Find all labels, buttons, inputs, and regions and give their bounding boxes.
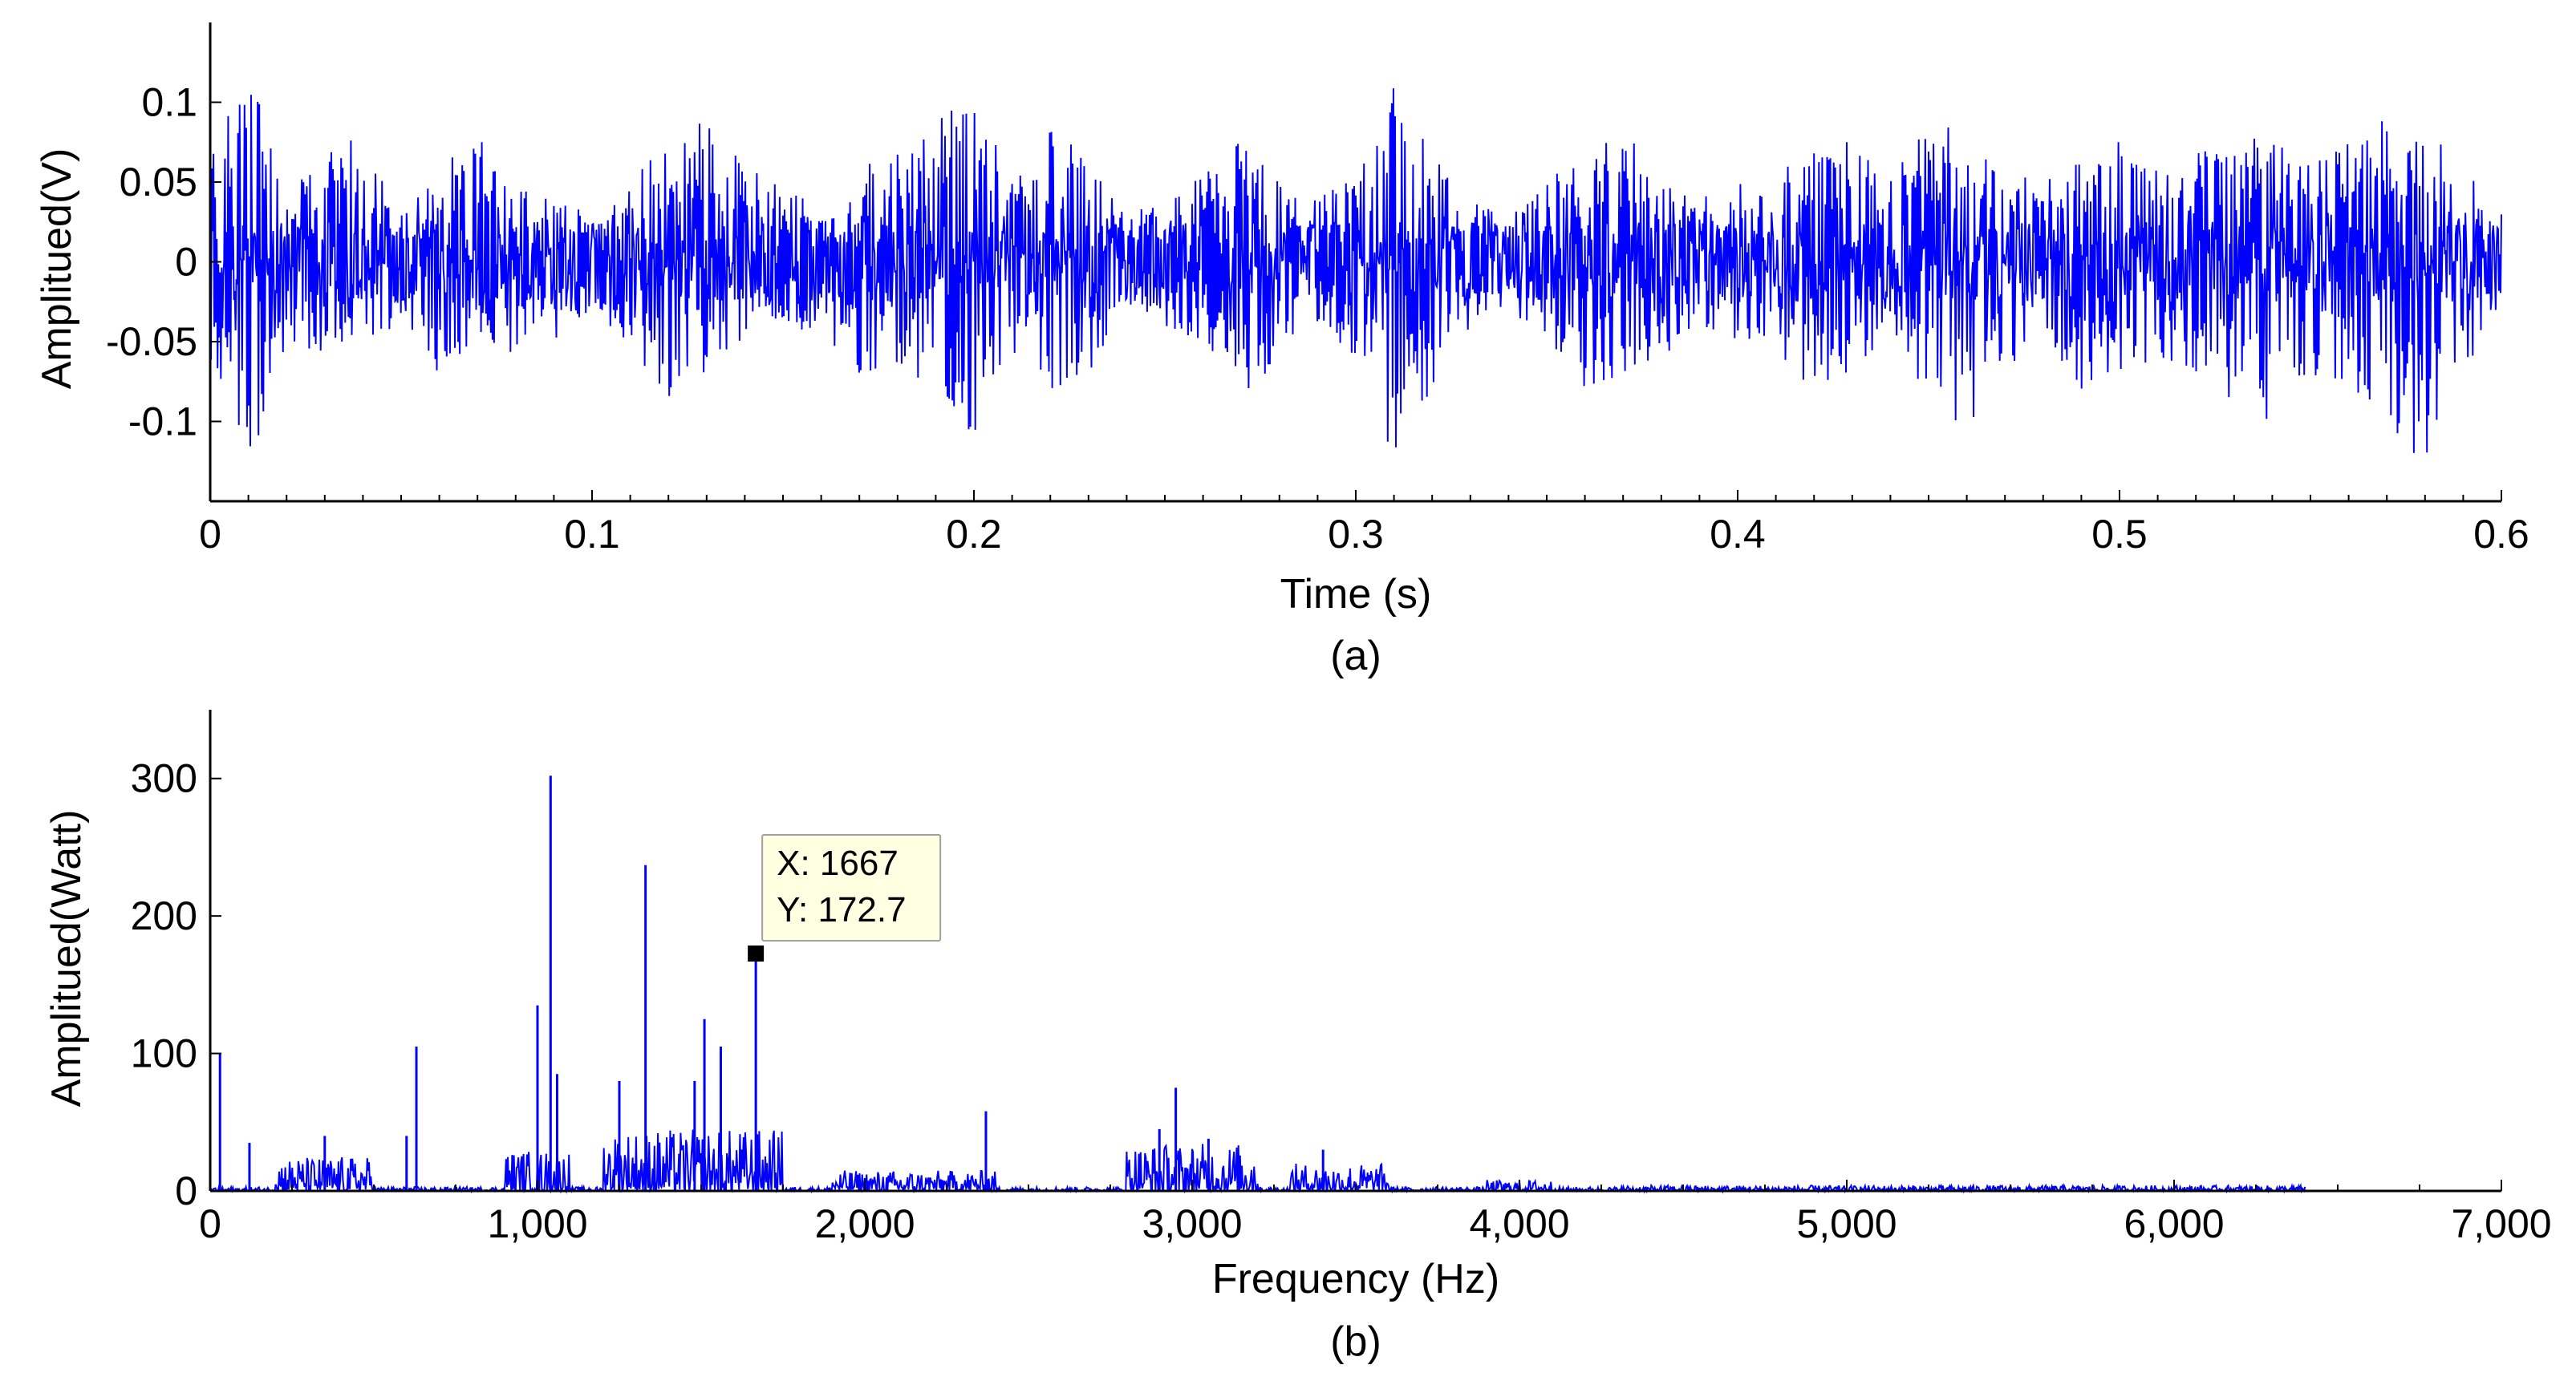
panel-b-x-tick-label: 4,000	[1469, 1201, 1569, 1246]
panel-a-y-tick-label: 0.1	[141, 80, 197, 125]
panel-a-y-tick-label: 0.05	[120, 160, 197, 205]
panel-a-x-axis-label: Time (s)	[1280, 571, 1432, 618]
panel-a-x-tick-label: 0.2	[946, 512, 1002, 557]
panel-a-y-tick-label: -0.05	[106, 319, 197, 364]
panel-a-y-tick-label: 0	[175, 240, 197, 285]
panel-b-y-tick-label: 200	[131, 893, 197, 938]
panel-a-y-tick-label: -0.1	[128, 399, 197, 444]
panel-b-x-tick-label: 7,000	[2451, 1201, 2551, 1246]
panel-b-x-ticks: 0 1,000 2,000 3,000 4,000 5,000 6,000 7,000	[199, 1180, 2552, 1246]
time-signal-line	[209, 88, 2502, 453]
data-tip-x-label: X: 1667	[777, 844, 899, 883]
panel-b-y-tick-label: 0	[175, 1168, 197, 1213]
panel-a-caption: (a)	[1330, 633, 1381, 679]
panel-b-x-tick-label: 2,000	[814, 1201, 915, 1246]
data-tip-box	[761, 833, 942, 942]
data-tip-y-label: Y: 172.7	[777, 890, 906, 929]
panel-b-y-ticks: 0 100 200 300	[131, 756, 221, 1213]
panel-b-y-axis-label: Amplitued(Watt)	[43, 810, 90, 1108]
panel-b-x-tick-label: 5,000	[1796, 1201, 1897, 1246]
panel-b-x-tick-label: 1,000	[487, 1201, 587, 1246]
panel-a-x-tick-label: 0.5	[2091, 512, 2148, 557]
panel-b-x-tick-label: 0	[199, 1201, 221, 1246]
panel-b-x-tick-label: 6,000	[2124, 1201, 2224, 1246]
panel-a-x-tick-label: 0.4	[1710, 512, 1766, 557]
panel-a-x-tick-label: 0.6	[2473, 512, 2529, 557]
panel-a-y-axis-label: Amplitued(V)	[34, 148, 80, 390]
time-signal-trace	[209, 88, 2502, 453]
data-tip-marker	[748, 945, 765, 962]
data-tip[interactable]: X: 1667 Y: 172.7	[748, 833, 942, 962]
spectrum-noise-trace	[209, 1129, 2306, 1194]
panel-b-y-tick-label: 100	[131, 1031, 197, 1076]
panel-b-caption: (b)	[1330, 1318, 1381, 1365]
panel-a-x-tick-label: 0.1	[564, 512, 620, 557]
panel-b-y-tick-label: 300	[131, 756, 197, 801]
spectrum-line	[209, 776, 2306, 1194]
panel-b-x-axis-label: Frequency (Hz)	[1212, 1256, 1499, 1302]
panel-a-time-signal: 0 0.1 0.2 0.3 0.4 0.5 0.6 -0.1 -0.05 0 0.05 0.1 Ti…	[34, 22, 2529, 679]
panel-a-x-tick-label: 0.3	[1328, 512, 1384, 557]
panel-a-x-ticks: 0 0.1 0.2 0.3 0.4 0.5 0.6	[199, 490, 2529, 557]
panel-b-frequency-spectrum: 0 1,000 2,000 3,000 4,000 5,000 6,000 7,000 0 10…	[43, 710, 2552, 1365]
panel-a-x-tick-label: 0	[199, 512, 221, 557]
panel-b-x-tick-label: 3,000	[1142, 1201, 1242, 1246]
panel-a-y-ticks: -0.1 -0.05 0 0.05 0.1	[106, 80, 221, 444]
